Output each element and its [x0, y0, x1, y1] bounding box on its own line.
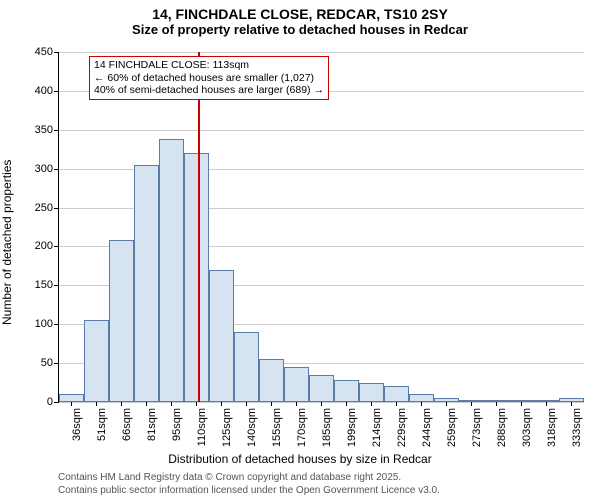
x-tick-mark [396, 402, 397, 406]
x-tick-mark [71, 402, 72, 406]
bar [234, 332, 259, 402]
y-tick-label: 50 [13, 357, 53, 369]
x-tick-mark [96, 402, 97, 406]
bar [534, 400, 559, 402]
x-tick-label: 229sqm [396, 408, 408, 460]
bar [359, 383, 384, 402]
x-tick-mark [296, 402, 297, 406]
y-tick-label: 0 [13, 396, 53, 408]
x-tick-mark [246, 402, 247, 406]
y-tick-label: 250 [13, 202, 53, 214]
gridline [59, 130, 584, 131]
bar [259, 359, 284, 402]
bar [184, 153, 209, 402]
y-tick-mark [54, 169, 58, 170]
x-tick-label: 125sqm [221, 408, 233, 460]
annotation-line: 40% of semi-detached houses are larger (… [94, 84, 324, 97]
y-tick-mark [54, 363, 58, 364]
x-tick-mark [346, 402, 347, 406]
bar [434, 398, 459, 402]
y-tick-mark [54, 246, 58, 247]
x-tick-label: 288sqm [496, 408, 508, 460]
y-tick-label: 300 [13, 163, 53, 175]
x-tick-mark [146, 402, 147, 406]
y-tick-mark [54, 91, 58, 92]
bar [209, 270, 234, 402]
chart-title: 14, FINCHDALE CLOSE, REDCAR, TS10 2SY [0, 0, 600, 22]
x-tick-label: 333sqm [571, 408, 583, 460]
x-tick-mark [496, 402, 497, 406]
x-tick-label: 303sqm [521, 408, 533, 460]
y-tick-label: 400 [13, 85, 53, 97]
bar [334, 380, 359, 402]
y-tick-label: 350 [13, 124, 53, 136]
x-tick-label: 51sqm [96, 408, 108, 460]
gridline [59, 402, 584, 403]
gridline [59, 52, 584, 53]
annotation-line: ← 60% of detached houses are smaller (1,… [94, 72, 324, 85]
bar [159, 139, 184, 402]
footer-line-2: Contains public sector information licen… [58, 485, 440, 496]
bar [484, 400, 509, 402]
bar [459, 400, 484, 402]
bar [134, 165, 159, 402]
x-tick-label: 81sqm [146, 408, 158, 460]
x-tick-label: 244sqm [421, 408, 433, 460]
x-tick-label: 199sqm [346, 408, 358, 460]
x-tick-label: 170sqm [296, 408, 308, 460]
x-tick-mark [521, 402, 522, 406]
bar [559, 398, 584, 402]
annotation-line: 14 FINCHDALE CLOSE: 113sqm [94, 59, 324, 72]
bar [309, 375, 334, 402]
x-tick-mark [196, 402, 197, 406]
y-tick-label: 150 [13, 279, 53, 291]
x-tick-mark [471, 402, 472, 406]
bar [109, 240, 134, 402]
x-tick-mark [171, 402, 172, 406]
x-tick-mark [221, 402, 222, 406]
bar [409, 394, 434, 402]
x-tick-label: 155sqm [271, 408, 283, 460]
y-tick-mark [54, 208, 58, 209]
property-marker-line [198, 52, 200, 402]
chart-subtitle: Size of property relative to detached ho… [0, 22, 600, 41]
footer-line-1: Contains HM Land Registry data © Crown c… [58, 472, 401, 483]
x-tick-mark [321, 402, 322, 406]
plot-area: 14 FINCHDALE CLOSE: 113sqm← 60% of detac… [58, 52, 584, 403]
y-tick-label: 200 [13, 240, 53, 252]
x-tick-mark [571, 402, 572, 406]
x-tick-label: 214sqm [371, 408, 383, 460]
y-tick-mark [54, 285, 58, 286]
x-tick-label: 140sqm [246, 408, 258, 460]
y-tick-mark [54, 324, 58, 325]
bar [84, 320, 109, 402]
annotation-box: 14 FINCHDALE CLOSE: 113sqm← 60% of detac… [89, 56, 329, 100]
x-tick-mark [421, 402, 422, 406]
x-tick-label: 185sqm [321, 408, 333, 460]
x-tick-label: 318sqm [546, 408, 558, 460]
x-tick-mark [271, 402, 272, 406]
bar [59, 394, 84, 402]
x-tick-mark [121, 402, 122, 406]
x-tick-label: 95sqm [171, 408, 183, 460]
bar [284, 367, 309, 402]
x-tick-label: 36sqm [71, 408, 83, 460]
y-tick-mark [54, 130, 58, 131]
x-tick-label: 259sqm [446, 408, 458, 460]
x-tick-mark [371, 402, 372, 406]
bar [384, 386, 409, 402]
x-tick-mark [546, 402, 547, 406]
x-tick-mark [446, 402, 447, 406]
y-tick-mark [54, 402, 58, 403]
x-tick-label: 110sqm [196, 408, 208, 460]
y-tick-mark [54, 52, 58, 53]
x-tick-label: 273sqm [471, 408, 483, 460]
x-tick-label: 66sqm [121, 408, 133, 460]
y-tick-label: 450 [13, 46, 53, 58]
chart-container: 14, FINCHDALE CLOSE, REDCAR, TS10 2SY Si… [0, 0, 600, 500]
bar [509, 400, 534, 402]
y-tick-label: 100 [13, 318, 53, 330]
